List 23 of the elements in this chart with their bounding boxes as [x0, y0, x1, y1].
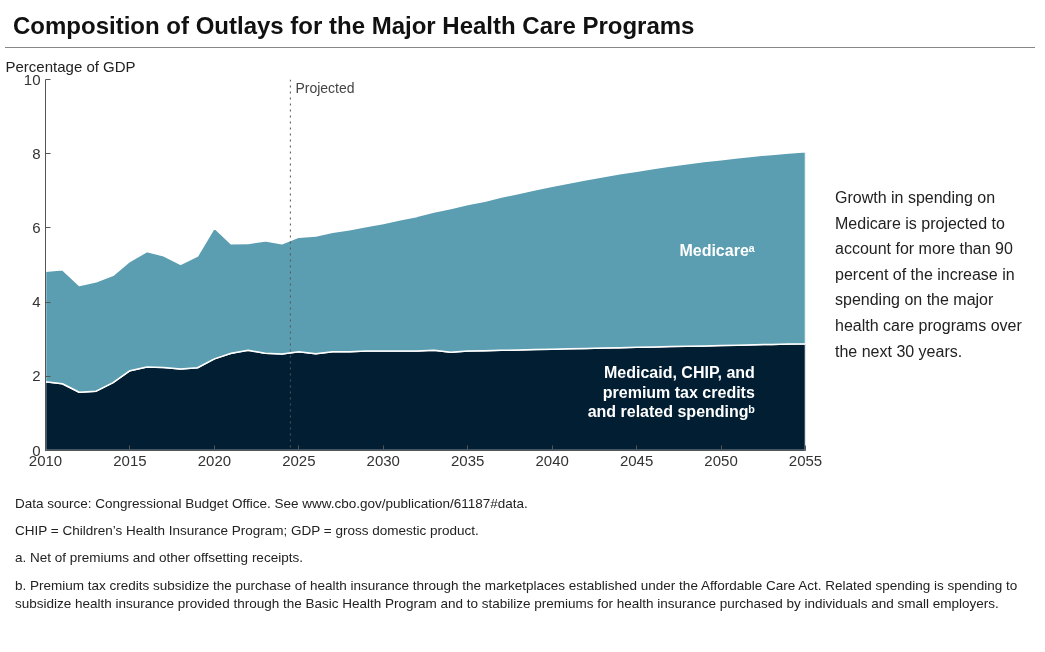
chart-title: Composition of Outlays for the Major Health Care Programs [5, 5, 1035, 49]
x-tick-label: 2055 [788, 451, 823, 469]
y-tick-label: 4 [32, 293, 41, 311]
text: CHIP = Children’s Health Insurance Program; GDP = gross domestic product. [15, 522, 480, 541]
x-tick-label: 2035 [451, 451, 485, 469]
x-tick-label: 2030 [366, 451, 400, 469]
series-label: Medicareᵃ [679, 241, 755, 259]
x-tick-label: 2050 [704, 451, 738, 469]
x-tick-label: 2045 [619, 451, 654, 469]
y-tick-label: 8 [32, 144, 41, 162]
text: b. Premium tax credits subsidize the purchase of health insurance through the marketplaces established under the Affordable Care Act. Related spending is spending to subsidize health insurance provided through the Basic Health Program and to stabilize premiums for health insurance purchased by individuals and small employers. [15, 576, 1019, 613]
text: a. Net of premiums and other offsetting receipts. [15, 549, 304, 568]
x-tick-label: 2015 [113, 451, 147, 469]
x-tick-label: 2020 [197, 451, 232, 469]
y-axis-title: Percentage of GDP [5, 57, 136, 75]
ref-line-label: Projected [295, 79, 355, 96]
y-tick-label: 2 [32, 367, 41, 385]
y-tick-label: 6 [32, 218, 41, 236]
series-label: Medicaid, CHIP, and premium tax credits and related spendingᵇ [587, 364, 755, 421]
text: Growth in spending on Medicare is projected to account for more than 90 percent of the increase in spending on the major health care programs over the next 30 years. [835, 188, 1023, 362]
x-tick-label: 2025 [282, 451, 316, 469]
source-note: Data source: Congressional Budget Office. See www.cbo.gov/publication/61187#data. [15, 495, 529, 513]
x-tick-label: 2040 [535, 451, 569, 469]
